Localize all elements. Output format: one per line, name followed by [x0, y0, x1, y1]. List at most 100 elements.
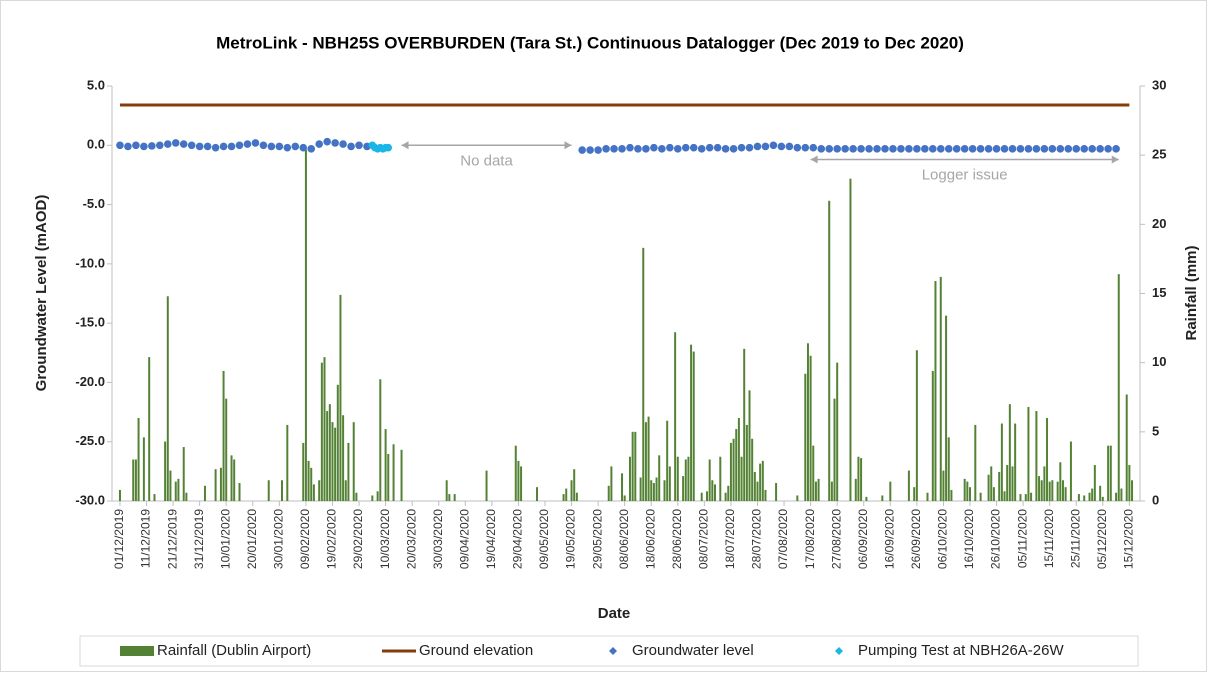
rain-bar	[379, 379, 382, 501]
rain-bar	[1115, 492, 1118, 501]
groundwater-point	[960, 145, 969, 153]
groundwater-point	[697, 145, 706, 153]
rain-bar	[974, 424, 977, 501]
rain-bar	[326, 411, 329, 501]
rain-bar	[1030, 492, 1033, 501]
rain-bar	[1064, 487, 1067, 501]
rain-bar	[1061, 480, 1064, 501]
x-tick-label: 29/02/2020	[351, 509, 365, 569]
x-tick-label: 31/12/2019	[192, 509, 206, 569]
rain-bar	[1088, 492, 1091, 501]
groundwater-point	[841, 145, 849, 153]
rain-bar	[1000, 423, 1003, 501]
rain-bar	[743, 348, 746, 501]
groundwater-point	[745, 143, 754, 152]
x-tick-label: 15/11/2020	[1042, 509, 1056, 568]
arrow-head	[564, 141, 572, 150]
rain-bar	[376, 491, 379, 501]
groundwater-point	[116, 141, 124, 150]
rain-bar	[575, 492, 578, 501]
groundwater-point	[1016, 145, 1025, 153]
groundwater-point	[721, 145, 730, 153]
rain-bar	[992, 487, 995, 501]
groundwater-point	[211, 143, 220, 152]
rain-bar	[1109, 445, 1112, 501]
rain-bar	[1014, 423, 1017, 501]
groundwater-point	[849, 145, 857, 153]
rain-bar	[759, 463, 762, 501]
rain-bar	[1069, 441, 1072, 501]
groundwater-point	[793, 143, 802, 152]
rain-bar	[913, 487, 916, 501]
rain-bar	[355, 492, 358, 501]
legend-label: Ground elevation	[419, 642, 533, 659]
rain-bar	[1043, 466, 1046, 501]
groundwater-point	[976, 145, 985, 153]
rain-bar	[1046, 418, 1049, 501]
rain-bar	[729, 442, 732, 501]
rain-bar	[966, 481, 969, 501]
groundwater-point	[203, 142, 212, 151]
groundwater-point	[251, 139, 260, 147]
rain-bar	[639, 477, 642, 501]
rain-bar	[1117, 274, 1120, 501]
rain-bar	[631, 431, 634, 501]
rain-bar	[1051, 480, 1054, 501]
groundwater-point	[187, 141, 196, 150]
rain-bar	[1035, 411, 1038, 501]
rain-bar	[132, 459, 135, 501]
groundwater-point	[323, 137, 331, 146]
legend-swatch	[609, 647, 617, 655]
rain-bar	[1101, 496, 1104, 501]
legend-label: Rainfall (Dublin Airport)	[157, 642, 311, 659]
rain-bar	[334, 427, 337, 501]
groundwater-point	[936, 145, 945, 153]
groundwater-point	[219, 142, 228, 151]
groundwater-point	[737, 143, 746, 152]
x-tick-label: 19/02/2020	[325, 509, 339, 569]
rain-bar	[520, 466, 523, 501]
rain-bar	[740, 456, 743, 501]
rain-bar	[692, 351, 695, 501]
groundwater-point	[713, 143, 722, 152]
groundwater-point	[658, 145, 666, 153]
rain-bar	[764, 489, 767, 501]
groundwater-point	[921, 145, 929, 153]
groundwater-point	[705, 143, 714, 152]
rain-bar	[963, 478, 966, 501]
groundwater-point	[873, 145, 881, 153]
rain-bar	[708, 459, 711, 501]
rain-bar	[331, 422, 334, 501]
x-tick-label: 18/07/2020	[723, 509, 737, 569]
x-tick-label: 11/12/2019	[139, 509, 153, 568]
rain-bar	[310, 467, 313, 501]
rain-bar	[753, 471, 756, 501]
rain-bar	[517, 460, 520, 501]
groundwater-point	[578, 146, 586, 154]
x-tick-label: 09/04/2020	[457, 509, 471, 569]
rain-bar	[945, 315, 948, 501]
groundwater-point	[666, 143, 674, 152]
rain-bar	[485, 470, 488, 501]
x-tick-label: 30/01/2020	[272, 509, 286, 569]
legend-swatch	[120, 646, 154, 656]
rain-bar	[655, 477, 658, 501]
rain-bar	[1040, 480, 1043, 501]
rain-bar	[666, 420, 669, 501]
groundwater-point	[929, 145, 937, 153]
arrow-head	[401, 141, 409, 150]
rain-bar	[177, 478, 180, 501]
groundwater-point	[283, 143, 292, 152]
groundwater-point	[1048, 145, 1057, 153]
groundwater-point	[235, 141, 244, 150]
rain-bar	[233, 459, 236, 501]
rain-bar	[812, 445, 815, 501]
groundwater-point	[259, 141, 268, 150]
groundwater-point	[673, 145, 682, 153]
rain-bar	[804, 373, 807, 501]
groundwater-point	[307, 145, 316, 153]
rain-bar	[998, 471, 1001, 501]
groundwater-point	[905, 145, 913, 153]
groundwater-point	[331, 139, 339, 147]
x-tick-label: 26/09/2020	[909, 509, 923, 569]
